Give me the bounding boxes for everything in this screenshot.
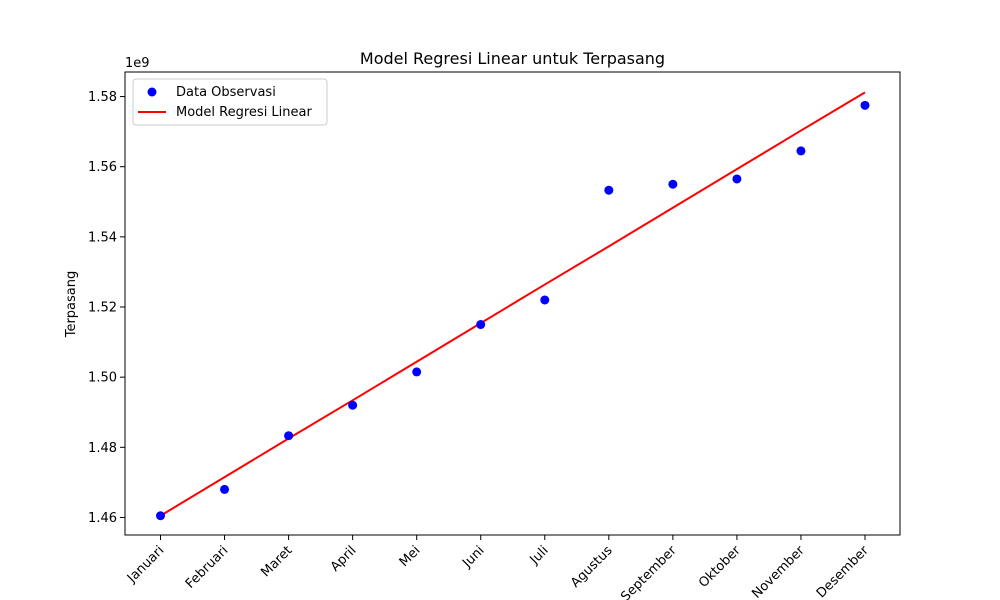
data-point (860, 100, 870, 110)
y-axis-label: Terpasang (64, 271, 79, 339)
legend-label-regresi: Model Regresi Linear (176, 105, 312, 120)
legend-marker-observasi (147, 87, 157, 97)
data-point (284, 431, 294, 441)
data-point (540, 295, 550, 305)
data-point (796, 146, 806, 156)
y-tick-label: 1.52 (88, 301, 117, 316)
y-offset-label: 1e9 (125, 56, 150, 71)
data-point (476, 320, 486, 330)
data-point (668, 179, 678, 189)
y-tick-label: 1.46 (88, 511, 117, 526)
y-tick-label: 1.56 (88, 160, 117, 175)
chart-title: Model Regresi Linear untuk Terpasang (360, 49, 665, 68)
regression-line (159, 91, 866, 517)
data-point (156, 511, 165, 521)
legend: Data Observasi Model Regresi Linear (132, 78, 328, 126)
legend-label-observasi: Data Observasi (176, 85, 276, 100)
y-tick-label: 1.58 (88, 90, 117, 105)
data-point (604, 185, 614, 195)
data-point (732, 174, 742, 184)
data-point (412, 367, 422, 377)
data-point (348, 400, 358, 410)
plot-frame (124, 71, 901, 536)
data-point (220, 484, 230, 494)
y-tick-label: 1.50 (88, 371, 117, 386)
y-tick-label: 1.48 (88, 441, 117, 456)
y-tick-label: 1.54 (88, 230, 117, 245)
legend-box (132, 78, 328, 126)
